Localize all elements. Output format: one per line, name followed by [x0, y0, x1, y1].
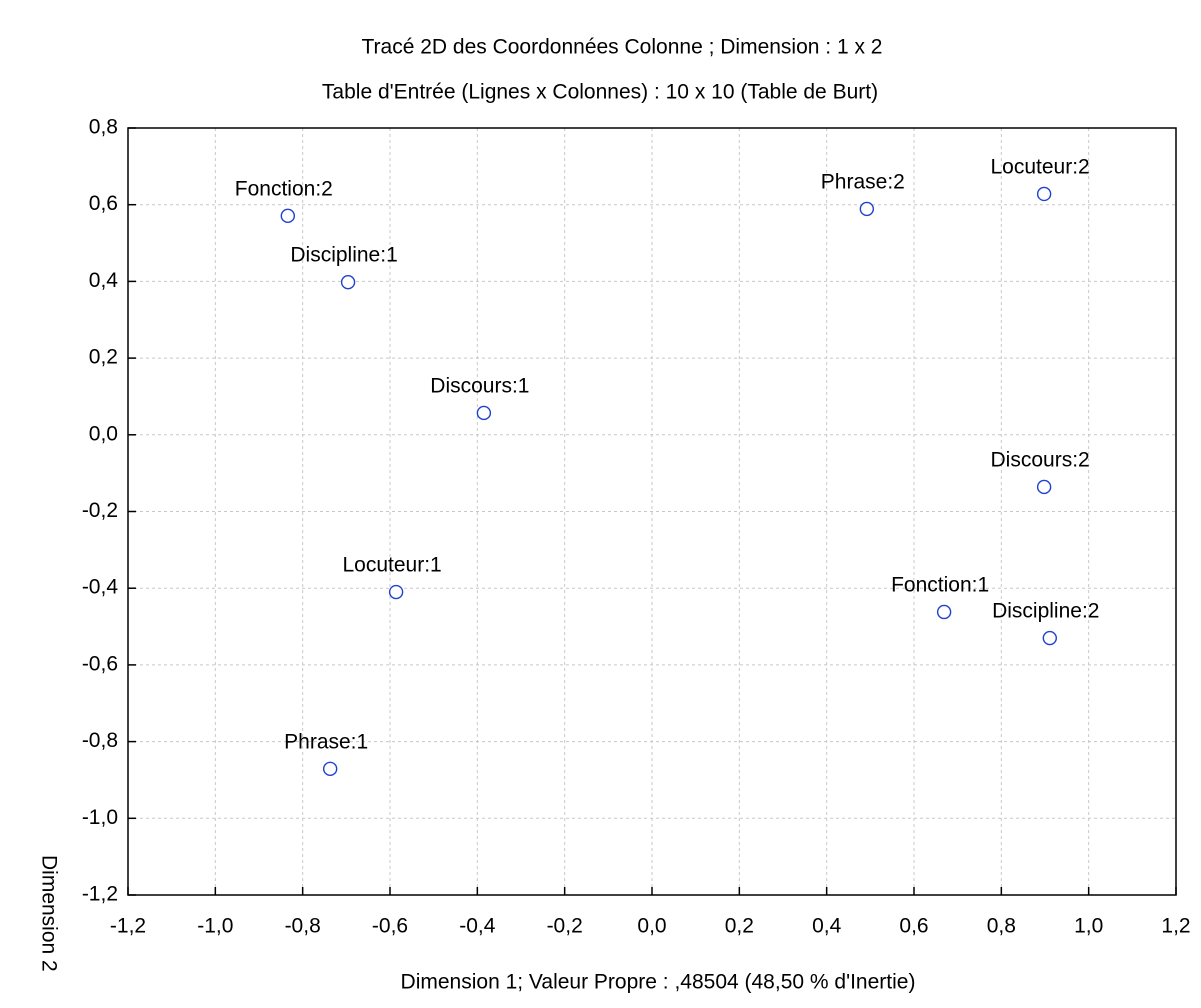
point [1036, 186, 1052, 202]
x-axis-label: Dimension 1; Valeur Propre : ,48504 (48,… [401, 971, 916, 994]
x-tick-label: 1,2 [1161, 915, 1190, 938]
point [388, 584, 404, 600]
point [936, 604, 952, 620]
point [280, 208, 296, 224]
y-tick-label: 0,0 [89, 422, 118, 445]
x-tick-label: -1,2 [110, 915, 146, 938]
title-group: Tracé 2D des Coordonnées Colonne ; Dimen… [322, 36, 883, 104]
x-tick-label: -0,4 [459, 915, 496, 938]
point [1042, 630, 1058, 646]
point [1036, 479, 1052, 495]
point-label: Fonction:1 [891, 574, 989, 597]
grid-layer [127, 127, 1177, 896]
point-label: Fonction:2 [235, 177, 333, 200]
y-tick-label: 0,8 [89, 116, 118, 139]
point-label: Discipline:2 [992, 600, 1099, 623]
chart-subtitle: Table d'Entrée (Lignes x Colonnes) : 10 … [322, 81, 878, 104]
point-label: Phrase:2 [821, 170, 905, 193]
x-tick-label: -0,6 [372, 915, 408, 938]
x-tick-label: 1,0 [1074, 915, 1103, 938]
point [859, 201, 875, 217]
y-tick-label: 0,6 [89, 192, 118, 215]
point-label: Discours:1 [430, 374, 529, 397]
x-tick-label: 0,8 [987, 915, 1016, 938]
y-tick-label: -0,8 [82, 729, 118, 752]
x-tick-label: -0,8 [285, 915, 321, 938]
y-axis-label: Dimension 2 [37, 855, 60, 972]
y-tick-label: 0,2 [89, 346, 118, 369]
y-tick-label: 0,4 [89, 269, 119, 292]
y-tick-label: -0,6 [82, 652, 118, 675]
point-label: Locuteur:2 [991, 156, 1090, 179]
x-tick-label: 0,2 [725, 915, 754, 938]
y-tick-label: -0,4 [82, 576, 119, 599]
x-tick-label: 0,0 [637, 915, 666, 938]
y-tick-label: -1,2 [82, 883, 118, 906]
x-tick-label: -1,0 [197, 915, 233, 938]
x-tick-label: 0,4 [812, 915, 842, 938]
point [476, 405, 492, 421]
x-tick-label: 0,6 [899, 915, 928, 938]
point-label: Phrase:1 [284, 730, 368, 753]
y-tick-label: -1,0 [82, 806, 118, 829]
point [340, 274, 356, 290]
chart-title: Tracé 2D des Coordonnées Colonne ; Dimen… [361, 36, 882, 59]
point-label: Locuteur:1 [342, 554, 441, 577]
x-tick-label: -0,2 [547, 915, 583, 938]
point-label: Discipline:1 [290, 244, 397, 267]
point-label: Discours:2 [991, 449, 1090, 472]
y-tick-label: -0,2 [82, 499, 118, 522]
point [322, 761, 338, 777]
